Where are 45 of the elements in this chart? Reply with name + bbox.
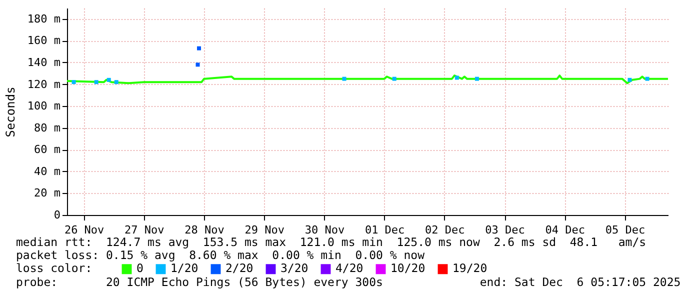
point — [106, 78, 111, 82]
y-tick-label: 20 m — [34, 186, 61, 200]
legend-label: 2/20 — [226, 261, 254, 276]
x-tick-label: 27 Nov — [124, 224, 165, 236]
y-tick-label: 60 m — [34, 143, 61, 156]
y-tick-label: 40 m — [34, 164, 61, 178]
y-axis-title: Seconds — [3, 86, 18, 138]
x-tick-label: 28 Nov — [184, 224, 225, 236]
legend-label: 3/20 — [280, 261, 308, 276]
legend-label: 0 — [136, 261, 144, 276]
legend-label: 10/20 — [390, 261, 426, 276]
legend-label: 1/20 — [170, 261, 198, 276]
text: median rtt: 124.7 ms avg 153.5 ms max 121.0 ms min 125.0 ms now 2.6 ms sd 48.1 am/s — [16, 235, 646, 249]
x-tick-label: 29 Nov — [244, 224, 285, 236]
point — [645, 76, 650, 81]
y-tick-label: 140 m — [27, 56, 61, 69]
point — [72, 80, 76, 84]
point — [392, 76, 396, 81]
point — [628, 78, 632, 82]
text: packet loss: 0.15 % avg 8.60 % max 0.00 % min 0.00 % now — [16, 248, 424, 262]
legend-label: 19/20 — [452, 261, 488, 276]
x-tick-label: 26 Nov — [64, 224, 105, 236]
y-tick-label: 100 m — [27, 100, 61, 113]
y-tick-label: 180 m — [27, 12, 61, 26]
point — [94, 80, 98, 84]
x-tick-label: 05 Dec — [605, 224, 646, 236]
point — [342, 76, 346, 81]
x-tick-label: 30 Nov — [304, 224, 345, 236]
point — [196, 62, 200, 67]
y-tick-label: 0 — [54, 208, 60, 222]
legend-label: 4/20 — [336, 261, 364, 276]
legend-title: loss color: — [16, 261, 92, 275]
point — [197, 46, 202, 50]
y-tick-label: 160 m — [27, 34, 61, 48]
x-tick-label: 01 Dec — [364, 224, 405, 236]
x-tick-label: 04 Dec — [545, 224, 585, 236]
x-tick-label: 02 Dec — [425, 224, 465, 236]
text: probe: 20 ICMP Echo Pings (56 Bytes) every 300s end: Sat Dec 6 05:17:05 2025 — [16, 275, 681, 289]
y-tick-label: 120 m — [27, 78, 61, 91]
y-tick-label: 80 m — [34, 121, 61, 134]
point — [474, 76, 479, 81]
x-tick-label: 03 Dec — [485, 224, 525, 236]
line-series — [66, 74, 669, 84]
point — [454, 76, 459, 80]
point — [114, 80, 118, 84]
